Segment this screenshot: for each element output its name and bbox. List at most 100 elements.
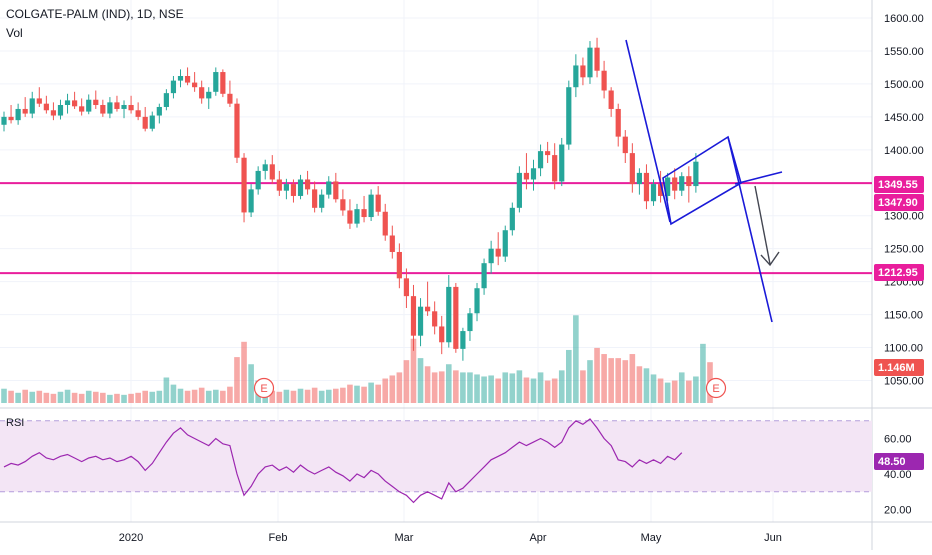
candle-body — [255, 170, 261, 190]
volume-bar — [410, 338, 417, 403]
volume-bar — [85, 390, 92, 403]
volume-bar — [474, 374, 480, 403]
volume-bar — [375, 384, 381, 403]
candle-body — [149, 115, 155, 129]
volume-bar — [481, 376, 487, 403]
price-tick-label: 1050.00 — [884, 376, 924, 388]
price-tag-label: 1347.90 — [878, 197, 918, 209]
volume-bar — [184, 390, 191, 403]
candle-body — [453, 286, 459, 349]
down-arrow-shaft — [754, 185, 771, 265]
candle-body — [248, 189, 254, 213]
earnings-marker-label: E — [712, 383, 719, 395]
candle-body — [15, 108, 21, 121]
volume-bar — [163, 377, 170, 403]
volume-bar — [149, 391, 156, 403]
volume-bar — [114, 393, 120, 403]
volume-bar — [340, 387, 346, 403]
volume-bar — [424, 366, 431, 403]
volume-bar — [135, 392, 141, 403]
candle-body — [333, 181, 339, 200]
volume-bar — [128, 393, 134, 403]
volume-bar — [693, 376, 699, 403]
candle-body — [114, 102, 120, 109]
volume-bar — [311, 387, 318, 403]
candle-body — [276, 179, 282, 191]
candle-body — [361, 209, 367, 218]
volume-bar — [325, 389, 332, 403]
earnings-marker — [705, 377, 727, 399]
price-tick-label: 1450.00 — [884, 112, 924, 124]
candle-body — [396, 251, 402, 279]
candle-body — [220, 72, 226, 94]
candle-body — [523, 172, 530, 180]
candle-body — [488, 248, 494, 264]
volume-bar — [622, 360, 629, 403]
volume-bar — [177, 388, 184, 403]
candle-body — [192, 82, 198, 88]
candle-body — [269, 164, 275, 180]
volume-bar — [594, 347, 600, 403]
candle-body — [177, 76, 184, 81]
candle-body — [509, 207, 515, 231]
price-tag — [874, 264, 924, 281]
volume-bar — [502, 372, 509, 403]
candle-body — [629, 153, 635, 185]
price-tag-label: 1.146M — [878, 362, 915, 374]
candle-body — [446, 286, 452, 343]
candle-body — [184, 76, 191, 83]
volume-bar — [297, 388, 304, 403]
price-tick-label: 1500.00 — [884, 79, 924, 91]
candle-body — [368, 194, 374, 218]
volume-bar — [601, 354, 607, 403]
volume-bar — [382, 378, 389, 403]
volume-bar — [283, 389, 290, 403]
rsi-tick-label: 20.00 — [884, 505, 912, 517]
volume-bar — [636, 366, 643, 403]
volume-bar — [417, 358, 424, 403]
candle-body — [425, 306, 431, 312]
volume-bar — [389, 375, 396, 403]
candle-body — [100, 105, 106, 114]
volume-bar — [269, 390, 276, 403]
candle-body — [693, 161, 699, 187]
candle-body — [552, 155, 558, 182]
volume-bar — [657, 378, 664, 403]
candle-body — [375, 194, 381, 212]
volume-bar — [361, 386, 367, 403]
candle-body — [389, 235, 395, 252]
volume-bar — [78, 393, 85, 403]
candle-body — [502, 230, 508, 257]
volume-bar — [29, 391, 36, 403]
candle-body — [594, 47, 600, 71]
candle-body — [410, 296, 417, 336]
candle-body — [672, 177, 678, 191]
time-tick-label: Jun — [764, 532, 782, 544]
volume-bar — [198, 387, 205, 403]
volume-bar — [227, 386, 233, 403]
time-tick-label: Feb — [269, 532, 288, 544]
rsi-tick-label: 60.00 — [884, 434, 912, 446]
volume-bar — [453, 370, 459, 403]
volume-bar — [36, 390, 43, 403]
volume-bar — [629, 354, 636, 403]
candle-body — [545, 151, 551, 156]
rsi-band — [0, 420, 872, 492]
candle-body — [326, 181, 332, 195]
volume-bar — [396, 372, 403, 403]
candle-body — [679, 176, 685, 191]
candle-body — [587, 47, 593, 78]
time-tick-label: May — [641, 532, 662, 544]
volume-bar — [523, 377, 530, 403]
volume-bar — [544, 380, 551, 403]
volume-bar — [142, 390, 148, 403]
price-tag-label: 48.50 — [878, 456, 906, 468]
volume-bar — [191, 389, 198, 403]
candle-body — [481, 263, 487, 289]
candle-body — [566, 87, 572, 145]
candle-body — [283, 184, 289, 191]
price-tick-label: 1100.00 — [884, 343, 923, 355]
volume-bar — [580, 370, 586, 403]
